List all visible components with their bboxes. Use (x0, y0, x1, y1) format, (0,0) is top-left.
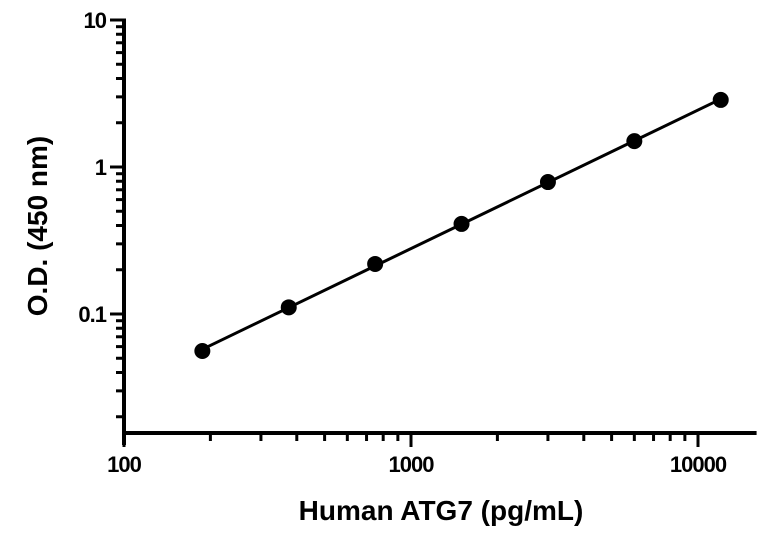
data-point (712, 91, 729, 108)
x-tick-labels: 100 1000 10000 (107, 452, 728, 477)
x-tick-label: 100 (107, 452, 141, 477)
y-tick-label: 1 (95, 155, 107, 180)
y-tick-label: 10 (84, 8, 107, 33)
y-axis (110, 18, 126, 445)
y-tick-labels: 0.1 1 10 (78, 8, 107, 327)
data-point (280, 299, 297, 316)
data-point (626, 133, 643, 150)
x-tick-label: 1000 (389, 452, 435, 477)
y-axis-title: O.D. (450 nm) (22, 136, 53, 316)
y-tick-label: 0.1 (78, 302, 106, 327)
data-point (367, 255, 384, 272)
x-axis-title: Human ATG7 (pg/mL) (299, 495, 584, 526)
data-point (539, 174, 556, 191)
x-tick-label: 10000 (670, 452, 727, 477)
data-points (194, 91, 729, 360)
x-axis (122, 431, 757, 447)
data-point (194, 343, 211, 360)
data-point (453, 215, 470, 232)
